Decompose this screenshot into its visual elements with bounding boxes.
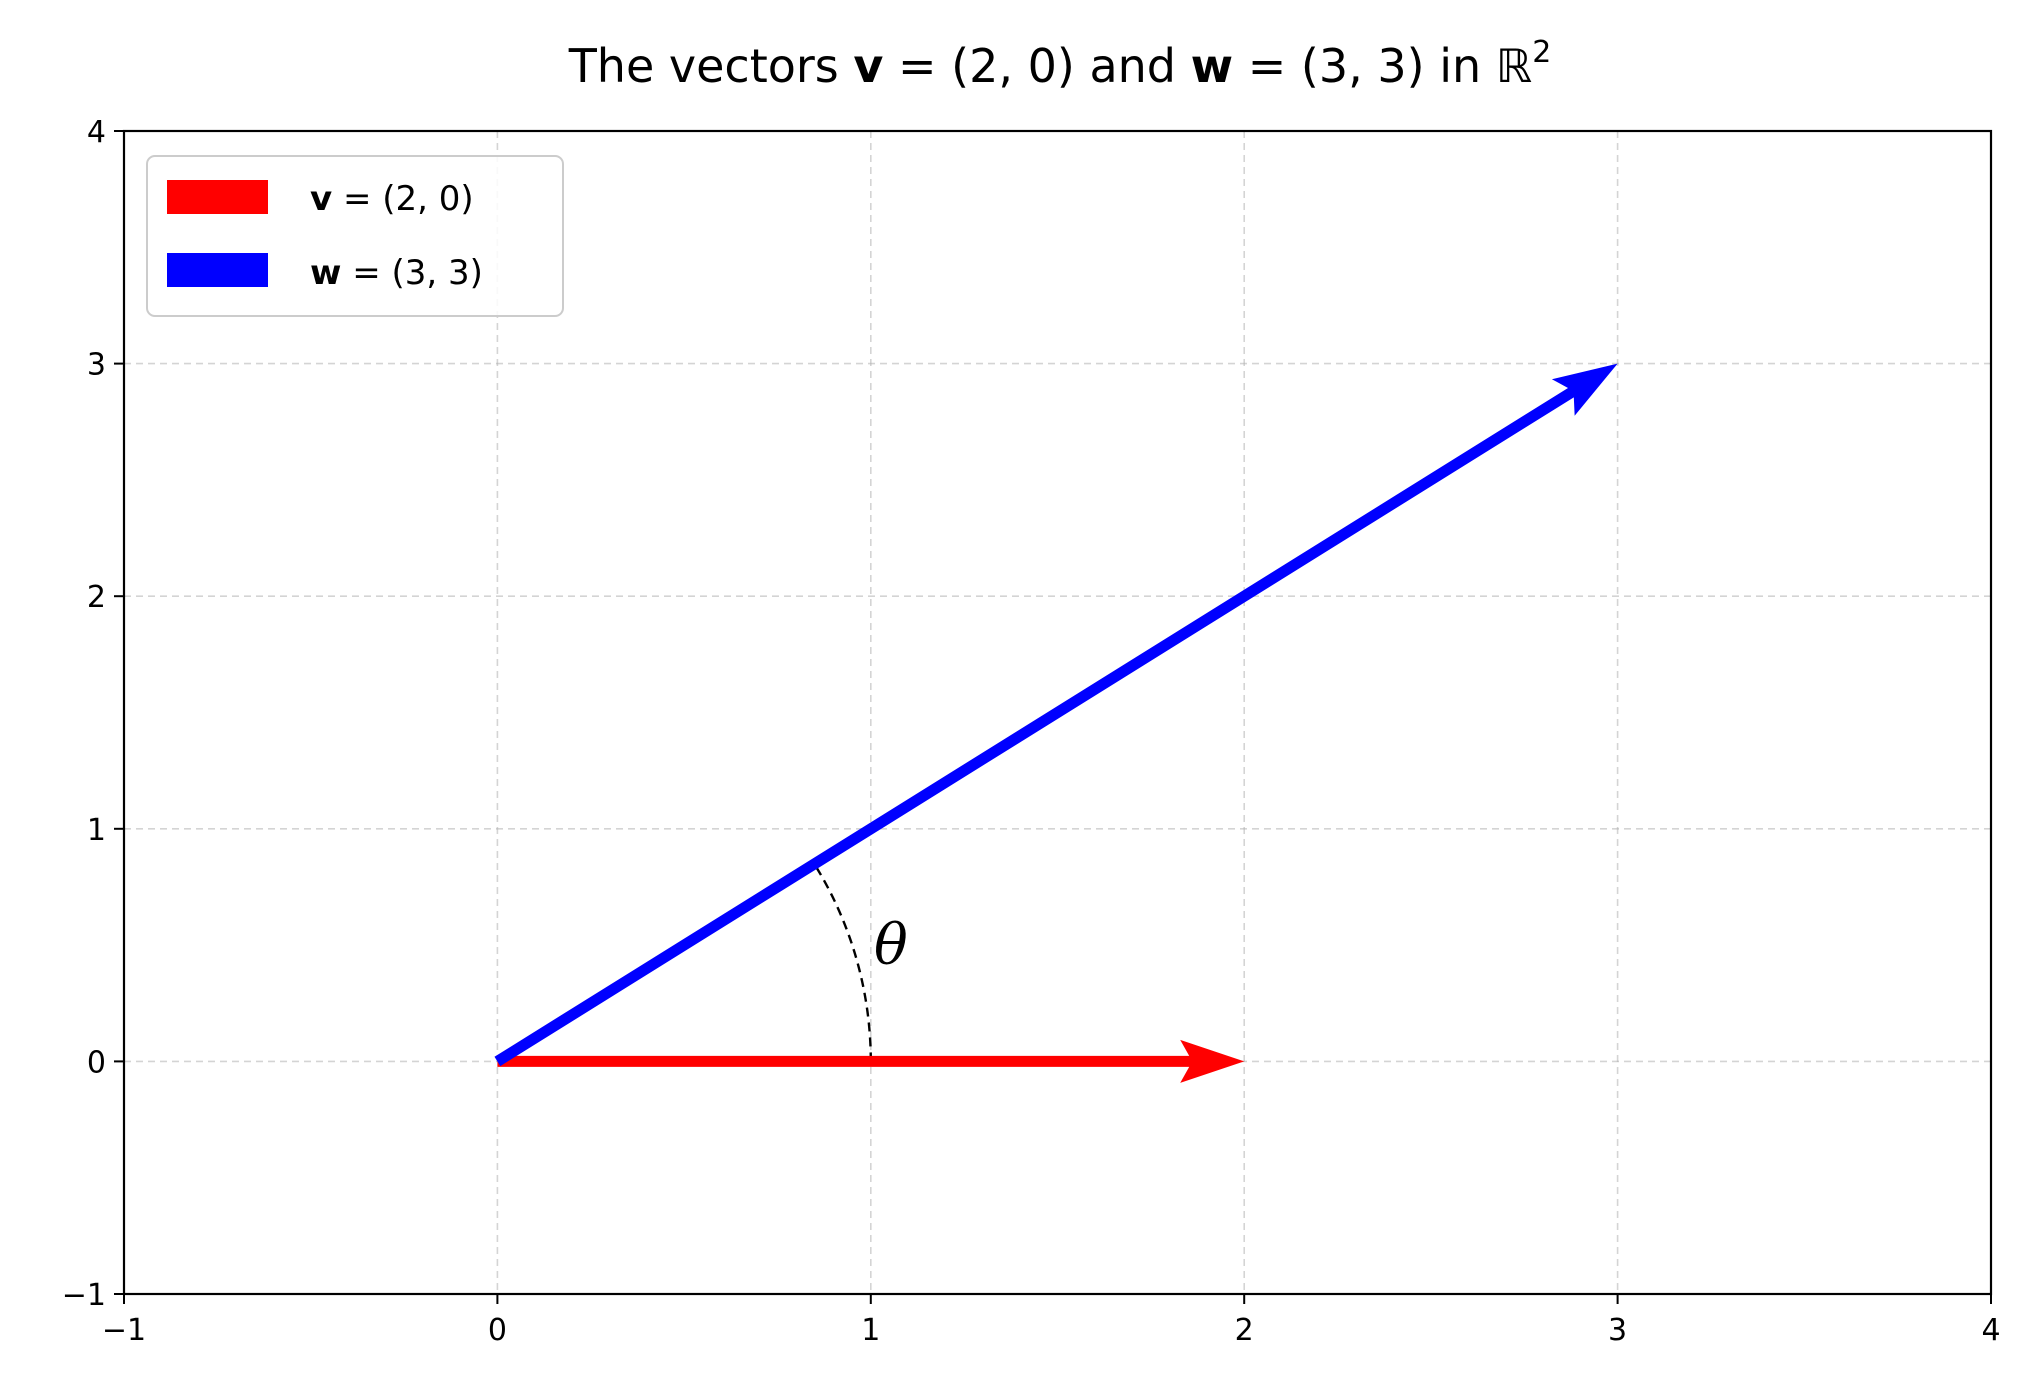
legend-swatch-w	[167, 253, 268, 287]
y-tick-label: 4	[87, 115, 106, 150]
chart-title: The vectors v = (2, 0) and w = (3, 3) in…	[568, 35, 1552, 93]
axis-ticks: −1 0 1 2 3 4 −1 0 1 2 3 4	[62, 115, 2001, 1348]
x-tick-label: 2	[1235, 1313, 1254, 1348]
x-tick-label: 4	[1981, 1313, 2000, 1348]
plot-area	[494, 363, 1618, 1083]
legend-swatch-v	[167, 180, 268, 214]
x-tick-label: 0	[488, 1313, 507, 1348]
legend-label-w: w = (3, 3)	[310, 253, 483, 293]
y-tick-label: 2	[87, 580, 106, 615]
x-tick-label: 3	[1608, 1313, 1627, 1348]
angle-theta-label: θ	[874, 913, 908, 978]
legend-label-v: v = (2, 0)	[310, 179, 474, 219]
angle-arc	[813, 863, 872, 1062]
y-tick-label: 1	[87, 813, 106, 848]
vector-v-arrow	[497, 1039, 1245, 1083]
x-tick-label: 1	[861, 1313, 880, 1348]
y-tick-label: 3	[87, 348, 106, 383]
x-tick-label: −1	[102, 1313, 146, 1348]
y-tick-label: −1	[62, 1278, 106, 1313]
legend: v = (2, 0) w = (3, 3)	[146, 155, 564, 317]
plot-frame	[122, 129, 1993, 1296]
vector-w-arrow	[494, 363, 1618, 1067]
y-tick-label: 0	[87, 1045, 106, 1080]
